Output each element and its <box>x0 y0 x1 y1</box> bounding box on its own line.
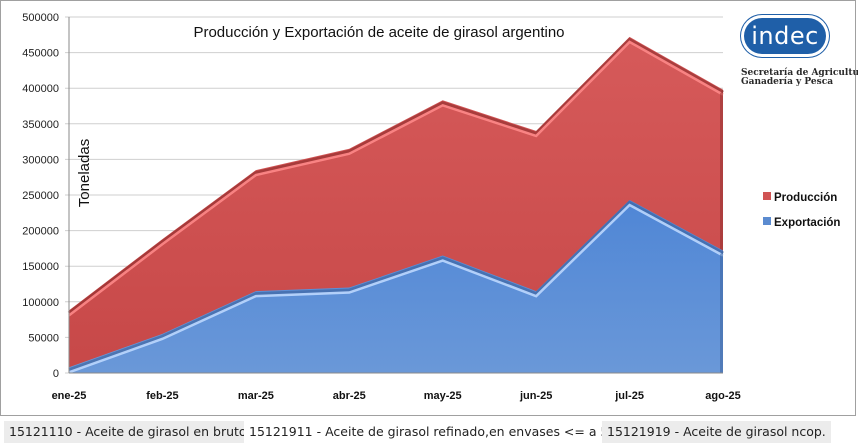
area-series-exportacion <box>69 199 723 373</box>
indec-logo-badge: indec <box>741 15 829 57</box>
footer-product-2: 15121911 - Aceite de girasol refinado,en… <box>244 421 625 443</box>
area-side-face <box>720 250 723 373</box>
y-tick-label: 350000 <box>22 119 59 131</box>
x-tick-labels: ene-25 feb-25 mar-25 abr-25 may-25 jun-25 jul-… <box>52 390 741 402</box>
x-tick-label: jun-25 <box>519 390 552 402</box>
area-edge-shadow <box>67 37 724 315</box>
y-tick-label: 150000 <box>22 261 59 273</box>
indec-logo: indec Secretaría de Agricultura, Ganader… <box>741 15 858 87</box>
area-chart: 0 50000 100000 150000 200000 250000 300000 3500… <box>22 12 840 402</box>
y-axis-label: Toneladas <box>76 139 93 207</box>
series-areas <box>67 36 724 374</box>
x-tick-label: abr-25 <box>333 390 366 402</box>
y-tick-label: 0 <box>53 368 59 380</box>
legend-swatch-exportacion <box>763 217 771 225</box>
footer-product-1: 15121110 - Aceite de girasol en bruto <box>4 421 252 443</box>
footer-product-3: 15121919 - Aceite de girasol ncop. <box>602 421 831 443</box>
chart-frame: 0 50000 100000 150000 200000 250000 300000 3500… <box>0 0 858 416</box>
logo-caption: Secretaría de Agricultura, Ganadería y P… <box>741 69 858 87</box>
y-tick-label: 200000 <box>22 226 59 238</box>
area-edge-highlight <box>68 40 724 317</box>
legend-label-produccion: Producción <box>774 192 837 204</box>
legend: Producción Exportación <box>763 192 840 229</box>
y-tick-label: 100000 <box>22 297 59 309</box>
y-tick-label: 300000 <box>22 154 59 166</box>
axes <box>68 17 723 374</box>
footer-bar: 15121110 - Aceite de girasol en bruto 15… <box>0 419 858 447</box>
area-edge-shadow <box>68 200 724 373</box>
x-tick-label: feb-25 <box>146 390 178 402</box>
x-tick-label: ago-25 <box>705 390 740 402</box>
chart-title: Producción y Exportación de aceite de gi… <box>193 24 564 41</box>
x-tick-label: jul-25 <box>614 390 644 402</box>
x-tick-label: mar-25 <box>238 390 274 402</box>
y-tick-label: 400000 <box>22 83 59 95</box>
logo-caption-line1: Secretaría de Agricultura, <box>741 68 858 78</box>
x-tick-label: may-25 <box>424 390 462 402</box>
legend-swatch-produccion <box>763 192 771 200</box>
y-tick-labels: 0 50000 100000 150000 200000 250000 300000 3500… <box>22 12 59 380</box>
y-tick-label: 500000 <box>22 12 59 24</box>
area-edge-highlight <box>68 203 724 374</box>
y-tick-label: 450000 <box>22 48 59 60</box>
legend-label-exportacion: Exportación <box>774 217 840 229</box>
x-tick-label: ene-25 <box>52 390 87 402</box>
y-tick-label: 50000 <box>28 332 59 344</box>
y-tick-label: 250000 <box>22 190 59 202</box>
logo-caption-line2: Ganadería y Pesca <box>741 77 834 87</box>
